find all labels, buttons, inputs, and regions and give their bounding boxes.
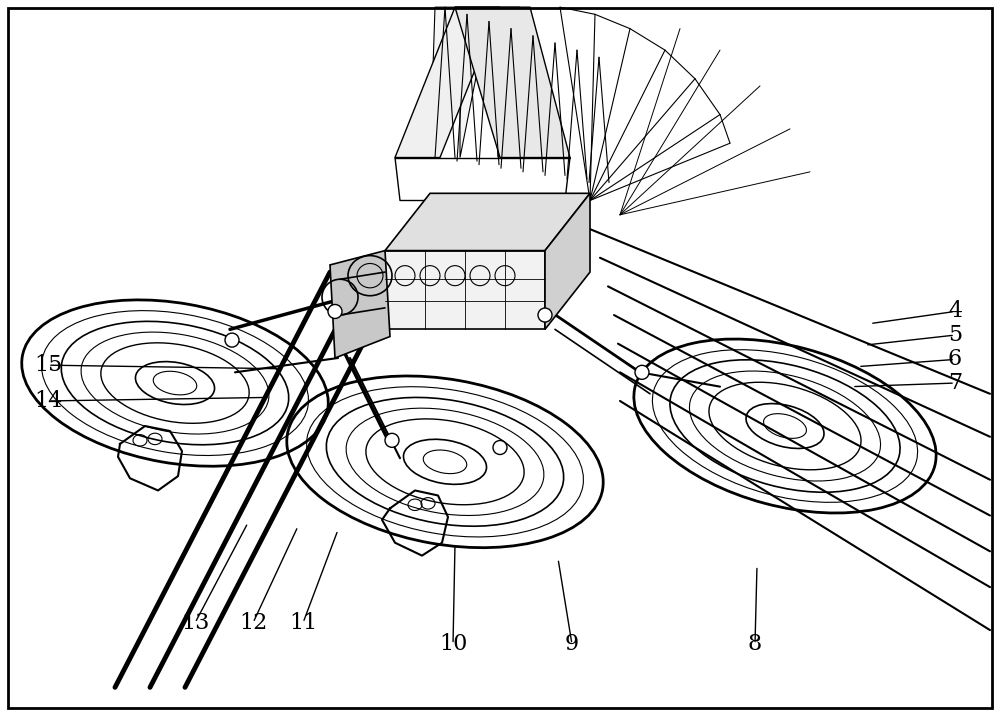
Text: 7: 7 bbox=[948, 372, 962, 394]
Text: 4: 4 bbox=[948, 301, 962, 322]
Polygon shape bbox=[545, 193, 590, 329]
Text: 15: 15 bbox=[34, 354, 62, 376]
Text: 10: 10 bbox=[439, 634, 467, 655]
Text: 14: 14 bbox=[34, 390, 62, 412]
Circle shape bbox=[538, 308, 552, 322]
Polygon shape bbox=[395, 7, 500, 158]
Polygon shape bbox=[490, 7, 520, 158]
Text: 12: 12 bbox=[239, 612, 267, 634]
Text: 5: 5 bbox=[948, 324, 962, 346]
Text: 13: 13 bbox=[181, 612, 209, 634]
Text: 9: 9 bbox=[565, 634, 579, 655]
Polygon shape bbox=[330, 251, 390, 358]
Polygon shape bbox=[455, 7, 570, 158]
Text: 6: 6 bbox=[948, 349, 962, 370]
Text: 8: 8 bbox=[748, 634, 762, 655]
Polygon shape bbox=[460, 7, 490, 158]
Circle shape bbox=[328, 304, 342, 319]
Circle shape bbox=[635, 365, 649, 379]
Polygon shape bbox=[385, 193, 590, 251]
Polygon shape bbox=[430, 7, 460, 158]
Text: 11: 11 bbox=[289, 612, 317, 634]
Polygon shape bbox=[385, 251, 545, 329]
Circle shape bbox=[493, 440, 507, 455]
Circle shape bbox=[225, 333, 239, 347]
Circle shape bbox=[385, 433, 399, 448]
